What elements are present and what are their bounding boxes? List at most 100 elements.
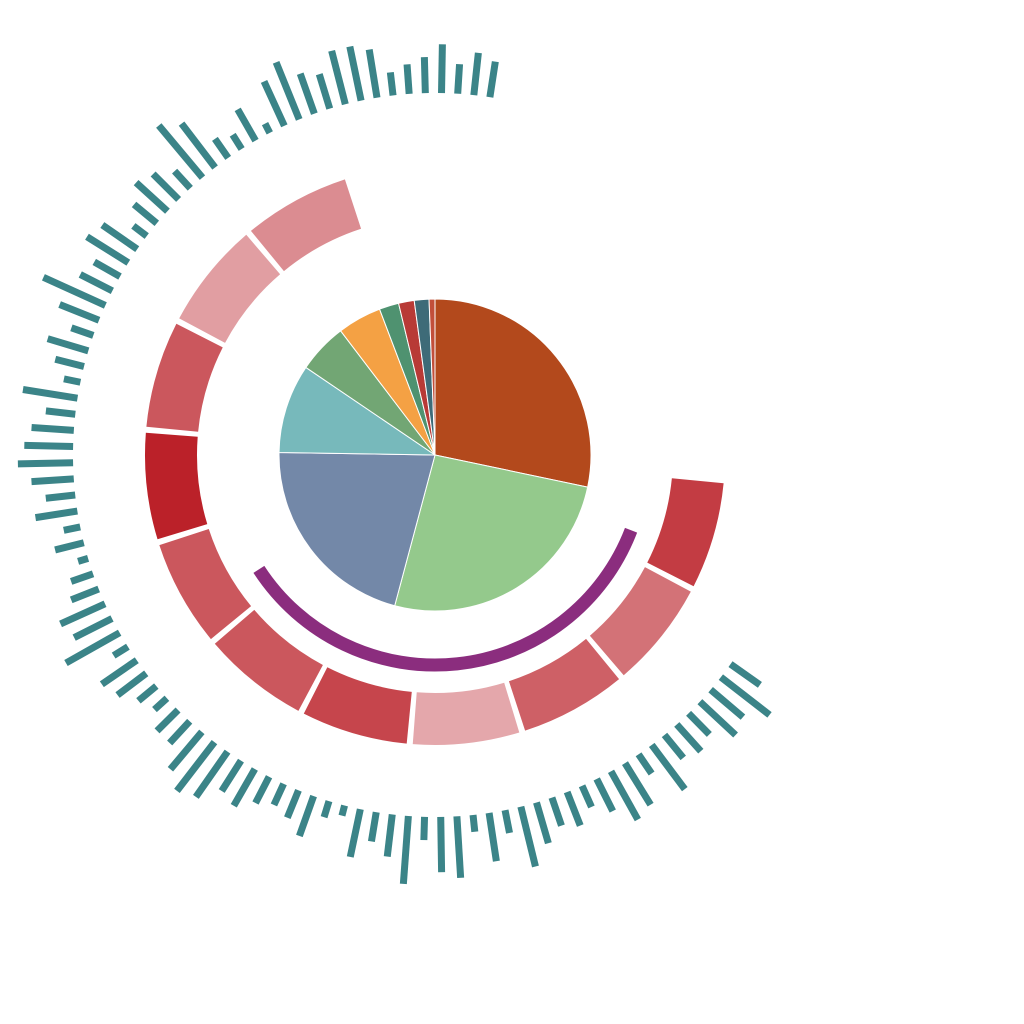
radial-bar-61	[22, 386, 79, 402]
radial-bar-28	[338, 804, 348, 817]
radial-bar-54	[34, 507, 78, 522]
radial-bar-25	[383, 814, 396, 857]
ring-segment-7	[159, 528, 252, 640]
radial-bar-68	[78, 271, 114, 294]
radial-bar-12	[593, 777, 616, 813]
radial-bar-85	[296, 72, 318, 115]
radial-bar-27	[346, 808, 364, 858]
radial-bar-34	[230, 767, 258, 808]
radial-bar-62	[63, 375, 82, 386]
radial-bar-6	[674, 722, 704, 754]
radial-bar-55	[45, 491, 76, 502]
radial-bar-82	[261, 122, 273, 135]
radial-bar-89	[365, 48, 381, 99]
radial-bar-39	[167, 718, 193, 746]
radial-bar-4	[697, 699, 738, 738]
radial-bar-83	[260, 80, 288, 128]
purple-arc	[253, 527, 638, 672]
radial-bar-63	[54, 355, 85, 370]
radial-bar-84	[272, 61, 303, 121]
radial-bar-53	[63, 523, 81, 534]
radial-bar-71	[100, 222, 140, 253]
ring-segment-4	[412, 682, 520, 745]
radial-bar-7	[661, 732, 686, 761]
ring-segment-1	[647, 478, 724, 587]
radial-bar-77	[156, 123, 206, 180]
ring-segment-3	[508, 638, 620, 731]
radial-bar-74	[133, 180, 170, 214]
pie-slice-2	[394, 454, 589, 612]
radial-bar-95	[470, 52, 482, 96]
ring-segment-2	[589, 567, 691, 676]
radial-bar-17	[517, 805, 539, 868]
radial-bar-9	[635, 752, 655, 776]
outer-radial-bar-ring	[17, 44, 772, 885]
radial-bar-87	[328, 49, 349, 106]
pie-slice-1	[434, 298, 592, 488]
radial-bar-93	[438, 44, 446, 94]
radial-bar-88	[346, 45, 365, 102]
radial-bar-32	[270, 782, 287, 807]
radial-bar-78	[178, 121, 218, 170]
radial-bar-26	[367, 811, 380, 842]
radial-bar-72	[131, 223, 149, 239]
radial-bar-76	[172, 168, 193, 191]
radial-bar-40	[154, 707, 181, 734]
radial-bar-73	[131, 201, 160, 227]
radial-bar-13	[578, 784, 595, 809]
radial-bar-58	[24, 441, 74, 451]
radial-bar-20	[469, 814, 479, 833]
radial-bar-8	[648, 742, 688, 792]
radial-bar-37	[174, 739, 218, 794]
radial-bar-41	[152, 695, 170, 713]
radial-bar-38	[167, 729, 205, 772]
ring-segment-5	[303, 667, 412, 744]
radial-bar-10	[622, 761, 654, 807]
radial-bar-96	[486, 61, 499, 98]
pie-slice-3	[278, 452, 436, 607]
radial-bar-90	[386, 71, 397, 96]
radial-bar-30	[296, 794, 317, 838]
radial-bar-1	[728, 661, 762, 688]
radial-bar-59	[31, 423, 75, 434]
radial-bar-36	[193, 749, 231, 799]
radial-bar-14	[563, 790, 584, 827]
radial-bar-75	[150, 171, 182, 202]
radial-bar-69	[92, 258, 122, 280]
radial-bar-19	[485, 812, 500, 862]
radial-bar-64	[46, 335, 90, 355]
radial-bar-57	[17, 459, 74, 468]
ring-segment-10	[179, 234, 281, 343]
radial-bar-47	[72, 615, 114, 641]
radial-bar-11	[607, 769, 641, 822]
pie-slice-10	[428, 298, 436, 456]
radial-bar-65	[70, 324, 95, 339]
red-segment-ring	[145, 179, 724, 745]
pie-slice-4	[278, 366, 437, 456]
radial-bar-35	[218, 758, 244, 793]
inner-pie	[278, 298, 592, 612]
radial-bar-49	[69, 585, 100, 604]
radial-bar-44	[99, 657, 139, 688]
radial-bar-92	[420, 57, 429, 94]
radial-bar-94	[454, 63, 464, 94]
radial-bar-18	[501, 809, 513, 834]
radial-bar-31	[284, 788, 302, 820]
radial-bar-79	[212, 136, 232, 160]
radial-bar-52	[54, 539, 85, 554]
radial-bar-5	[686, 710, 712, 737]
radial-bar-23	[420, 816, 429, 841]
radial-bar-60	[45, 407, 76, 418]
radial-bar-51	[77, 555, 90, 565]
radial-bar-46	[64, 629, 122, 667]
radial-bar-24	[399, 815, 412, 885]
radial-bar-67	[41, 274, 107, 309]
radial-bar-22	[437, 816, 446, 873]
ring-segment-8	[145, 432, 208, 540]
radial-bar-91	[403, 64, 413, 95]
radial-bar-43	[115, 670, 149, 698]
radial-bar-70	[85, 233, 131, 266]
ring-segment-6	[214, 609, 323, 711]
